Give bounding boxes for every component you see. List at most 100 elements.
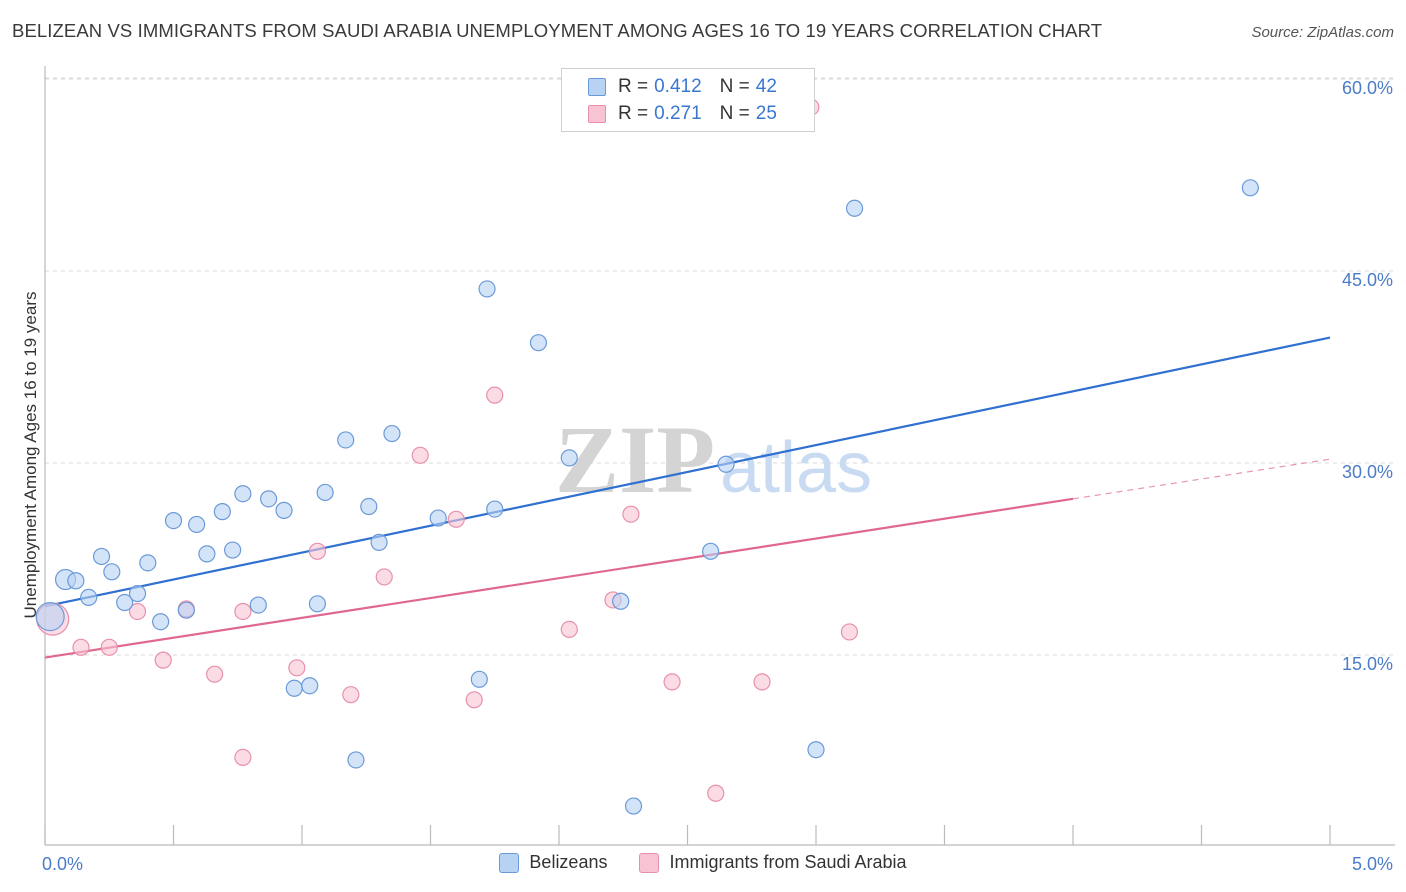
legend-n-value: 25 (755, 103, 777, 124)
legend-n-label: N = (719, 103, 750, 124)
point-belizeans (177, 601, 195, 619)
bottom-legend-label: Belizeans (529, 852, 608, 872)
point-belizeans (80, 588, 98, 607)
point-saudi-arabia (840, 623, 859, 641)
point-belizeans (301, 677, 319, 695)
point-belizeans (188, 515, 206, 534)
point-saudi-arabia (622, 505, 640, 523)
point-saudi-arabia (753, 673, 771, 691)
point-saudi-arabia (342, 686, 360, 704)
source-label: Source: ZipAtlas.com (1251, 24, 1394, 41)
x-tick-label: 5.0% (1352, 854, 1393, 874)
point-belizeans (702, 542, 720, 560)
point-belizeans (234, 485, 252, 503)
watermark-zip: ZIP (555, 406, 715, 513)
point-belizeans (560, 449, 578, 467)
legend-r-value: 0.271 (654, 103, 702, 124)
point-saudi-arabia (663, 673, 681, 691)
bottom-legend: Belizeans Immigrants from Saudi Arabia (0, 852, 1406, 873)
point-belizeans (347, 751, 365, 769)
point-belizeans (213, 503, 231, 521)
point-belizeans (845, 199, 864, 217)
point-saudi-arabia (100, 638, 118, 656)
chart-title: BELIZEAN VS IMMIGRANTS FROM SAUDI ARABIA… (12, 20, 1103, 41)
point-belizeans (275, 501, 293, 519)
legend-r-label: R = (618, 76, 649, 97)
point-saudi-arabia (234, 602, 252, 621)
point-belizeans (164, 511, 183, 530)
point-belizeans (308, 595, 327, 613)
watermark-atlas: atlas (720, 428, 872, 508)
point-saudi-arabia (308, 542, 327, 560)
point-belizeans (717, 455, 735, 473)
point-saudi-arabia (206, 665, 224, 683)
trend-line-1 (44, 497, 1074, 659)
y-axis-label: Unemployment Among Ages 16 to 19 years (21, 292, 40, 619)
point-saudi-arabia (707, 784, 725, 802)
legend-r-value: 0.412 (654, 76, 702, 97)
point-belizeans (470, 670, 488, 688)
point-belizeans (198, 545, 216, 563)
axes (44, 66, 1395, 846)
bottom-legend-swatch-pink (639, 852, 660, 873)
point-belizeans (116, 593, 134, 612)
scatter-points (35, 98, 1259, 815)
point-saudi-arabia (154, 651, 172, 669)
point-belizeans (316, 483, 334, 502)
point-belizeans (103, 563, 121, 581)
legend-row-saudi: R = 0.271 N = 25 (588, 102, 777, 126)
point-belizeans (337, 431, 355, 449)
legend: R = 0.412 N = 42 R = 0.271 N = 25 (561, 68, 815, 132)
point-saudi-arabia (560, 620, 578, 639)
legend-swatch-pink (588, 105, 606, 123)
legend-n-label: N = (719, 76, 750, 97)
trend-lines (44, 336, 1331, 659)
bottom-legend-swatch-blue (499, 852, 520, 873)
point-saudi-arabia (375, 568, 393, 586)
point-saudi-arabia (288, 659, 306, 677)
point-belizeans (128, 584, 147, 603)
legend-row-belizeans: R = 0.412 N = 42 (588, 75, 777, 99)
legend-r-label: R = (618, 103, 649, 124)
bottom-legend-label: Immigrants from Saudi Arabia (669, 852, 907, 872)
x-tick-label: 0.0% (42, 854, 83, 874)
point-belizeans (139, 554, 157, 572)
trend-line-dashed-1 (1072, 458, 1331, 500)
point-saudi-arabia (447, 510, 465, 528)
point-belizeans (35, 601, 65, 632)
point-saudi-arabia (486, 386, 504, 404)
point-belizeans (624, 797, 643, 815)
bottom-legend-saudi: Immigrants from Saudi Arabia (639, 852, 907, 873)
tick-labels: 15.0% 30.0% 45.0% 60.0% 0.0% 5.0% (42, 78, 1393, 874)
y-tick-label: 15.0% (1342, 654, 1393, 674)
point-saudi-arabia (128, 602, 147, 621)
point-belizeans (249, 596, 267, 614)
point-belizeans (259, 490, 278, 508)
point-saudi-arabia (465, 691, 483, 709)
point-belizeans (92, 547, 111, 566)
point-belizeans (486, 500, 504, 518)
point-belizeans (360, 497, 378, 516)
point-belizeans (285, 679, 303, 697)
point-belizeans (224, 541, 242, 559)
point-saudi-arabia (234, 748, 252, 767)
point-belizeans (807, 741, 825, 759)
point-belizeans (529, 334, 548, 352)
y-tick-label: 60.0% (1342, 78, 1393, 98)
point-belizeans (152, 613, 170, 631)
point-saudi-arabia (411, 446, 429, 464)
point-saudi-arabia (72, 638, 90, 656)
legend-swatch-blue (588, 78, 606, 96)
point-belizeans (67, 572, 85, 590)
point-belizeans (383, 424, 401, 443)
point-belizeans (612, 592, 630, 610)
point-belizeans (1241, 179, 1259, 197)
bottom-legend-belizeans: Belizeans (499, 852, 607, 873)
y-tick-label: 30.0% (1342, 462, 1393, 482)
point-belizeans (429, 509, 447, 527)
point-belizeans (370, 533, 388, 551)
point-belizeans (478, 280, 496, 298)
trend-line-0 (44, 336, 1331, 608)
y-tick-label: 45.0% (1342, 270, 1393, 290)
